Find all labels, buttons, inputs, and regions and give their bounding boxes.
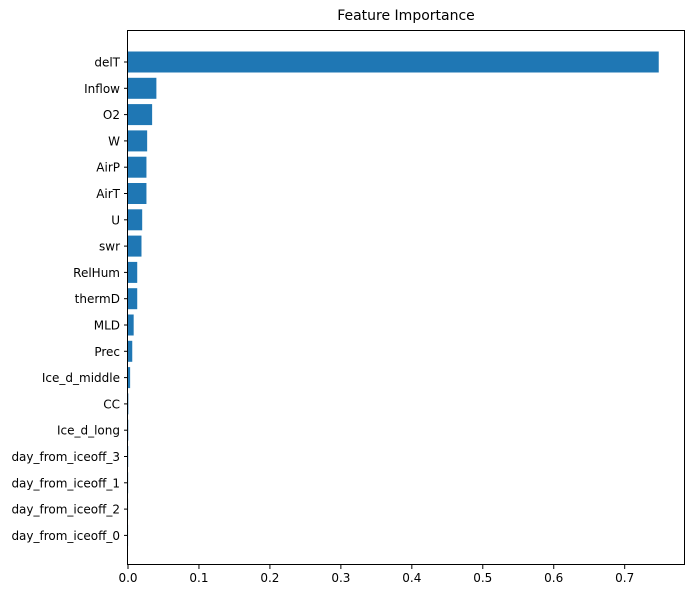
y-tick-label: U	[111, 213, 120, 227]
y-tick-label: RelHum	[73, 266, 120, 280]
y-tick-label: CC	[103, 397, 120, 411]
x-tick-label: 0.6	[544, 571, 563, 585]
bar-MLD	[128, 315, 134, 336]
x-tick-label: 0.7	[615, 571, 634, 585]
bar-Ice_d_middle	[128, 367, 130, 388]
bar-W	[128, 130, 147, 151]
y-tick-label: thermD	[75, 292, 120, 306]
x-tick-label: 0.5	[473, 571, 492, 585]
y-tick-label: day_from_iceoff_3	[11, 450, 120, 464]
y-tick-label: O2	[103, 108, 120, 122]
y-tick-label: Ice_d_long	[57, 424, 120, 438]
y-tick-label: MLD	[94, 319, 120, 333]
y-tick-label: W	[108, 134, 120, 148]
bar-thermD	[128, 288, 137, 309]
y-tick-label: day_from_iceoff_0	[11, 529, 120, 543]
y-tick-label: delT	[94, 56, 120, 70]
y-tick-label: AirT	[96, 187, 120, 201]
bars-group	[128, 52, 659, 546]
bar-AirT	[128, 183, 146, 204]
bar-Inflow	[128, 78, 156, 99]
bar-O2	[128, 104, 152, 125]
bar-RelHum	[128, 262, 137, 283]
x-tick-label: 0.1	[189, 571, 208, 585]
y-tick-label: day_from_iceoff_2	[11, 503, 120, 517]
y-tick-label: AirP	[96, 161, 120, 175]
plot-frame	[128, 31, 685, 565]
x-ticks: 0.0 0.1 0.2 0.3 0.4 0.5 0.6 0.7	[118, 565, 634, 585]
y-tick-label: day_from_iceoff_1	[11, 476, 120, 490]
bar-Prec	[128, 341, 132, 362]
bar-swr	[128, 236, 141, 257]
y-tick-label: Inflow	[84, 82, 120, 96]
x-tick-label: 0.3	[331, 571, 350, 585]
bar-AirP	[128, 157, 146, 178]
chart-title: Feature Importance	[337, 8, 475, 24]
x-tick-label: 0.2	[260, 571, 279, 585]
bar-delT	[128, 52, 659, 73]
y-tick-label: Ice_d_middle	[42, 371, 120, 385]
y-tick-label: swr	[99, 240, 120, 254]
x-tick-label: 0.4	[402, 571, 421, 585]
bar-U	[128, 209, 142, 230]
y-tick-label: Prec	[94, 345, 120, 359]
x-tick-label: 0.0	[118, 571, 137, 585]
